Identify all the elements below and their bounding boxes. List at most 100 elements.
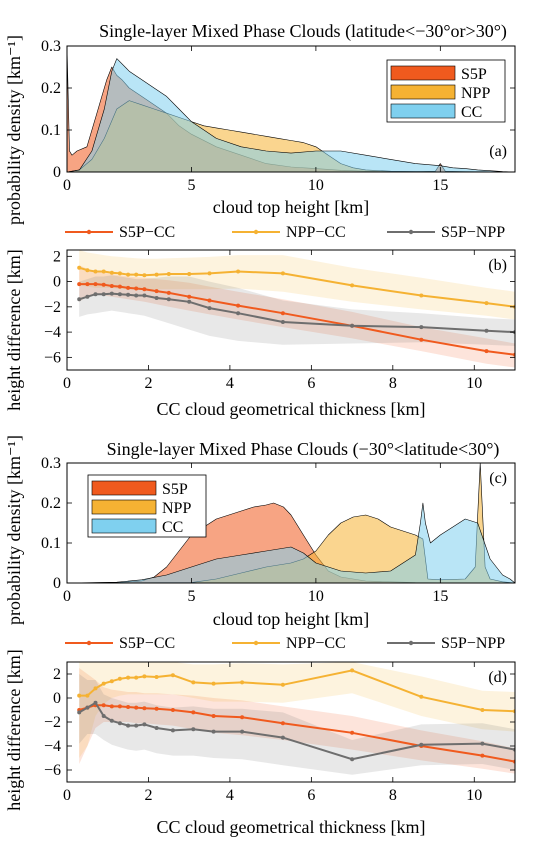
band-NPP−CC: [79, 662, 515, 758]
y-tick-label: −2: [44, 714, 61, 731]
point: [480, 741, 485, 746]
point: [350, 730, 355, 735]
point: [142, 674, 147, 679]
point: [77, 297, 82, 302]
legend-label: NPP−CC: [286, 635, 346, 652]
point: [170, 708, 175, 712]
y-tick-label: 0: [53, 164, 61, 181]
legend-label: CC: [461, 104, 482, 121]
panel-c-areas: [67, 463, 515, 583]
point: [77, 265, 82, 270]
point: [93, 700, 98, 705]
point: [85, 693, 90, 698]
legend-label: S5P−NPP: [441, 224, 505, 241]
x-tick-label: 15: [432, 177, 448, 194]
point: [350, 757, 355, 762]
legend-swatch-npp: [91, 499, 157, 515]
point: [419, 337, 424, 342]
band-NPP−CC: [79, 250, 515, 320]
point: [101, 269, 106, 274]
point: [187, 299, 192, 304]
point: [109, 718, 114, 723]
point: [93, 282, 98, 287]
point: [134, 286, 139, 291]
panel-d-lines: [77, 662, 515, 775]
plot-frame: [66, 249, 516, 371]
point: [280, 320, 285, 324]
point: [154, 289, 159, 294]
point: [93, 269, 98, 274]
point: [77, 693, 82, 698]
point: [93, 292, 98, 297]
point: [280, 271, 285, 276]
point: [211, 714, 216, 718]
point: [236, 311, 241, 316]
panel-label: (d): [488, 669, 507, 686]
x-tick-label: 8: [389, 375, 397, 392]
area-cc: [67, 502, 515, 583]
point: [117, 271, 122, 276]
point: [419, 742, 424, 747]
legend-label: CC: [162, 519, 183, 536]
point: [154, 726, 159, 730]
point: [154, 296, 159, 300]
point: [207, 306, 212, 311]
legend-marker: [408, 640, 414, 646]
y-tick-label: 0.2: [41, 495, 61, 512]
point: [134, 705, 139, 710]
y-axis-label: height difference [km]: [4, 649, 24, 811]
point: [350, 283, 355, 288]
y-tick-label: 0.2: [41, 80, 61, 97]
x-tick-label: 8: [389, 787, 397, 804]
y-tick-label: −6: [44, 349, 61, 366]
legend-marker: [253, 640, 259, 646]
legend: S5P−CC NPP−CC S5P−NPP: [65, 635, 505, 652]
point: [101, 292, 106, 297]
point: [109, 284, 114, 288]
y-tick-label: −2: [44, 299, 61, 316]
x-axis-label: CC cloud geometrical thickness [km]: [157, 817, 426, 837]
x-tick-label: 0: [63, 588, 71, 605]
chart-title: Single-layer Mixed Phase Clouds (−30°<la…: [107, 439, 500, 460]
point: [142, 722, 147, 727]
point: [142, 293, 147, 298]
point: [207, 298, 212, 303]
panel-a-axes: 0 5 10 15 0 0.1 0.2 0.3 (a) cloud top height [km]…: [41, 21, 516, 217]
y-axis-label: height difference [km]: [4, 249, 24, 411]
point: [85, 268, 90, 273]
plot-frame: [66, 661, 516, 783]
legend-label: S5P: [461, 66, 487, 83]
x-tick-label: 6: [307, 787, 315, 804]
legend: S5P NPP CC: [87, 474, 207, 538]
y-tick-label: 0: [53, 575, 61, 592]
point: [101, 703, 106, 708]
legend-label: NPP: [461, 85, 490, 102]
point: [170, 728, 175, 733]
x-tick-label: 15: [432, 588, 448, 605]
plot-frame: [66, 462, 516, 584]
point: [211, 729, 216, 734]
panel-label: (b): [488, 257, 507, 274]
panel-c-axes: 0 5 10 15 0 0.1 0.2 0.3 (c) cloud top height [km]…: [41, 439, 516, 629]
point: [134, 675, 139, 680]
y-tick-label: 0: [53, 274, 61, 291]
area-cc: [67, 58, 515, 172]
panel-a-areas: [67, 46, 515, 172]
point: [85, 705, 90, 710]
legend-marker: [408, 229, 414, 235]
point: [419, 293, 424, 298]
point: [109, 291, 114, 296]
x-tick-label: 10: [466, 375, 482, 392]
point: [85, 282, 90, 287]
point: [126, 272, 131, 277]
point: [484, 349, 489, 354]
point: [484, 328, 489, 333]
point: [166, 297, 171, 302]
x-tick-label: 0: [63, 787, 71, 804]
legend-label: S5P−CC: [119, 635, 175, 652]
point: [154, 706, 159, 711]
point: [117, 284, 122, 289]
point: [280, 735, 285, 740]
point: [280, 311, 285, 316]
legend-swatch-s5p: [91, 480, 157, 496]
